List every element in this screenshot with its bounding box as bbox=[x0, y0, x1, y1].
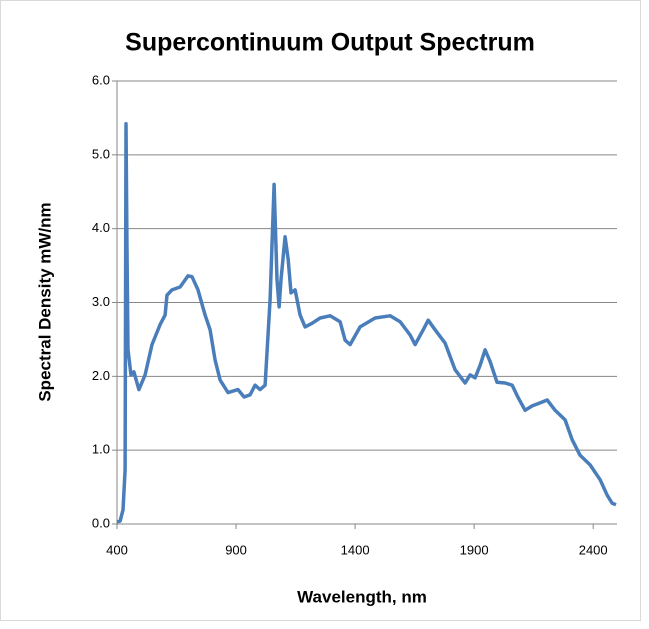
x-tick-label: 1900 bbox=[460, 542, 489, 557]
y-tick-label: 0.0 bbox=[92, 515, 110, 530]
chart-title: Supercontinuum Output Spectrum bbox=[125, 29, 535, 57]
x-tick-label: 900 bbox=[225, 542, 247, 557]
y-tick-label: 5.0 bbox=[92, 146, 110, 161]
y-tick-label: 2.0 bbox=[92, 368, 110, 383]
data-line bbox=[116, 122, 617, 524]
y-axis-title: Spectral Density mW/nm bbox=[35, 202, 54, 401]
x-axis-title: Wavelength, nm bbox=[297, 587, 427, 606]
x-tick-label: 1400 bbox=[341, 542, 370, 557]
x-tick-label: 400 bbox=[106, 542, 128, 557]
x-tick-label: 2400 bbox=[579, 542, 608, 557]
y-tick-label: 3.0 bbox=[92, 294, 110, 309]
chart-frame bbox=[0, 0, 641, 621]
y-tick-label: 4.0 bbox=[92, 220, 110, 235]
y-tick-label: 1.0 bbox=[92, 442, 110, 457]
y-tick-label: 6.0 bbox=[92, 72, 110, 87]
